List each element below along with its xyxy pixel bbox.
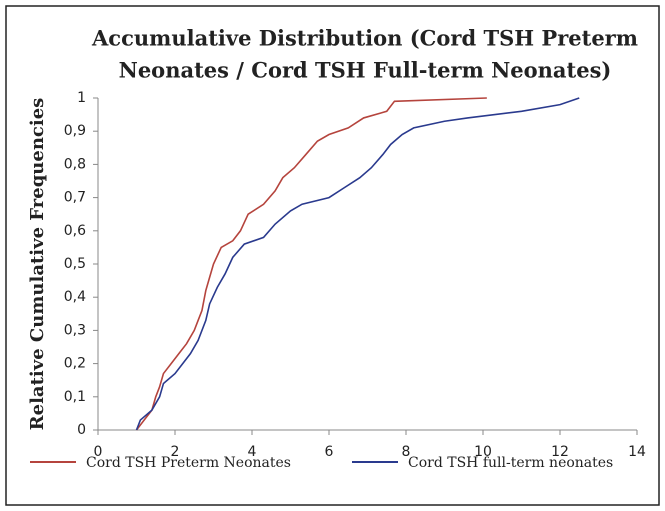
x-tick-label: 4 (248, 444, 257, 460)
x-tick-label: 10 (474, 444, 492, 460)
chart-title: Accumulative Distribution (Cord TSH Pret… (91, 26, 638, 51)
y-tick-label: 0,6 (64, 223, 86, 239)
y-tick-label: 0,5 (64, 256, 86, 272)
y-tick-label: 0,9 (64, 123, 86, 139)
y-tick-label: 0 (77, 422, 86, 438)
y-tick-label: 0,2 (64, 356, 86, 372)
y-axis-label: Relative Cumulative Frequencies (27, 98, 48, 431)
y-tick-label: 0,1 (64, 389, 86, 405)
y-tick-label: 0,3 (64, 322, 86, 338)
x-tick-label: 2 (171, 444, 180, 460)
y-tick-label: 0,4 (64, 289, 86, 305)
x-tick-label: 14 (628, 444, 646, 460)
legend-label: Cord TSH Preterm Neonates (86, 455, 291, 471)
y-tick-label: 1 (77, 90, 86, 106)
x-tick-label: 0 (94, 444, 103, 460)
data-line (135, 97, 580, 431)
x-tick-label: 12 (551, 444, 569, 460)
x-tick-label: 6 (325, 444, 334, 460)
y-tick-label: 0,8 (64, 156, 86, 172)
y-tick-label: 0,7 (64, 190, 86, 206)
x-tick-label: 8 (402, 444, 411, 460)
chart-title: Neonates / Cord TSH Full-term Neonates) (119, 58, 612, 83)
frame (5, 5, 660, 506)
legend-label: Cord TSH full-term neonates (408, 455, 613, 471)
data-line (135, 97, 487, 431)
